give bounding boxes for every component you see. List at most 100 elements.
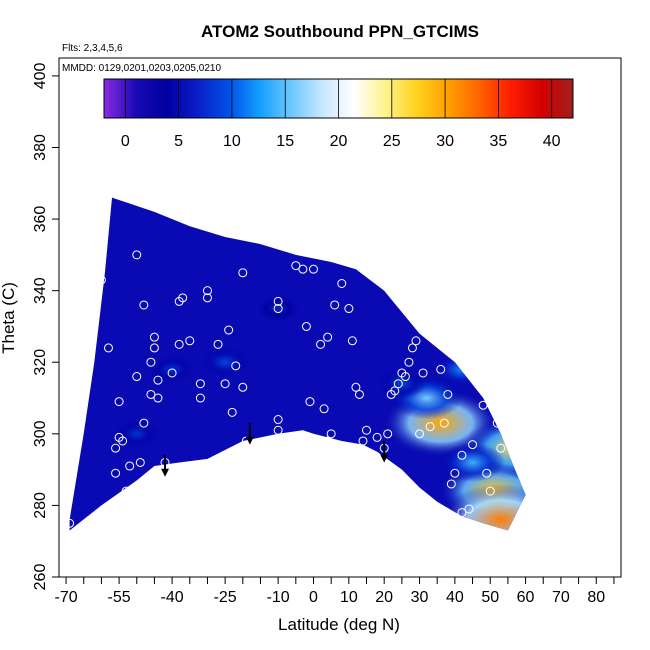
dates-annotation: MMDD: 0129,0201,0203,0205,0210 (62, 63, 221, 74)
observation-point (443, 389, 453, 399)
observation-point (174, 339, 184, 349)
observation-point (114, 397, 124, 407)
observation-point (132, 250, 142, 260)
arrow-head (161, 468, 170, 477)
observation-point (457, 450, 467, 460)
arrow-head (380, 454, 389, 463)
heatmap-hotspot (432, 351, 492, 388)
observation-point (468, 440, 478, 450)
observation-point (372, 432, 382, 442)
colorbar-tick-lines (124, 79, 553, 118)
observation-point (404, 357, 414, 367)
observation-point (273, 415, 283, 425)
observation-point (174, 296, 184, 306)
observation-point (149, 332, 159, 342)
x-axis: -70 -55 -40 -25 -10 0 10 20 30 40 50 60 70 80 (55, 577, 615, 606)
colorbar-border (103, 78, 574, 119)
observation-point (492, 418, 502, 428)
observation-point (347, 336, 357, 346)
observation-point (65, 468, 75, 478)
observation-point (195, 379, 205, 389)
x-axis-label: Latitude (deg N) (278, 615, 400, 634)
observation-point (425, 422, 435, 432)
colorbar-tick-label: 5 (174, 133, 183, 150)
y-tick-label: 360 (32, 206, 49, 233)
observation-point (510, 450, 520, 460)
observation-point (273, 304, 283, 314)
observation-point (308, 264, 318, 274)
observation-point (323, 436, 333, 446)
colorbar-tick-labels: 0 5 10 15 20 25 30 35 40 (121, 133, 561, 150)
observation-point (153, 393, 163, 403)
colorbar-tick-label: 15 (276, 133, 294, 150)
y-axis: 260 280 300 320 340 360 380 400 (32, 62, 59, 590)
observation-point (65, 518, 75, 528)
colorbar-tick-label: 30 (436, 133, 454, 150)
observation-point (439, 418, 449, 428)
observation-point (362, 425, 372, 435)
observation-point (503, 432, 513, 442)
flights-annotation: Flts: 2,3,4,5,6 (62, 43, 123, 54)
observation-point (273, 425, 283, 435)
colorbar-tick-label: 20 (330, 133, 348, 150)
observation-point (118, 436, 128, 446)
observation-point (231, 361, 241, 371)
observation-point (266, 436, 276, 446)
observation-point (135, 457, 145, 467)
x-tick-label: 50 (481, 589, 499, 606)
observation-point (450, 468, 460, 478)
x-tick-label: -10 (267, 589, 290, 606)
observation-point (224, 325, 234, 335)
observation-point (153, 375, 163, 385)
observation-layer (65, 250, 520, 528)
y-tick-label: 300 (32, 420, 49, 447)
observation-point (415, 429, 425, 439)
y-tick-label: 380 (32, 134, 49, 161)
observation-point (496, 443, 506, 453)
observation-point (301, 321, 311, 331)
observation-point (238, 268, 248, 278)
observation-point (121, 486, 131, 496)
observation-point (326, 429, 336, 439)
x-tick-label: 10 (340, 589, 358, 606)
observation-point (411, 336, 421, 346)
observation-point (485, 486, 495, 496)
observation-point (383, 429, 393, 439)
observation-point (298, 264, 308, 274)
y-axis-label: Theta (C) (0, 282, 18, 354)
colorbar-tick-label: 25 (383, 133, 401, 150)
observation-point (259, 447, 269, 457)
colorbar-tick-label: 0 (121, 133, 130, 150)
x-tick-label: 20 (375, 589, 393, 606)
observation-point (464, 504, 474, 514)
observation-point (407, 343, 417, 353)
observation-point (167, 368, 177, 378)
y-tick-label: 400 (32, 62, 49, 89)
observation-point (457, 508, 467, 518)
x-tick-label: 60 (517, 589, 535, 606)
y-tick-label: 320 (32, 349, 49, 376)
heatmap-hotspot (440, 442, 505, 483)
x-tick-label: -55 (108, 589, 131, 606)
observation-point (390, 386, 400, 396)
observation-point (354, 389, 364, 399)
observation-point (323, 332, 333, 342)
observation-point (319, 404, 329, 414)
observation-point (482, 468, 492, 478)
x-tick-label: 0 (309, 589, 318, 606)
y-tick-label: 260 (32, 564, 49, 591)
plot-frame (58, 57, 622, 578)
y-tick-label: 280 (32, 492, 49, 519)
observation-point (114, 497, 124, 507)
observation-point (146, 357, 156, 367)
colorbar-tick-label: 40 (543, 133, 561, 150)
colorbar-tick-label: 35 (489, 133, 507, 150)
observation-point (337, 278, 347, 288)
arrow-head (245, 436, 254, 445)
observation-point (149, 343, 159, 353)
observation-point (220, 379, 230, 389)
heatmap-hotspot (256, 295, 300, 322)
observation-point (96, 275, 106, 285)
x-tick-label: -25 (214, 589, 237, 606)
